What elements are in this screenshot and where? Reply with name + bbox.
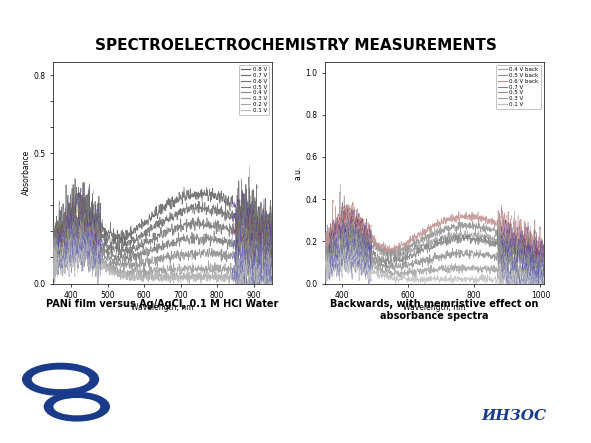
Ellipse shape <box>54 399 99 415</box>
Y-axis label: Absorbance: Absorbance <box>22 150 31 195</box>
Y-axis label: a.u.: a.u. <box>294 166 303 180</box>
Legend: 0.8 V, 0.7 V, 0.6 V, 0.5 V, 0.4 V, 0.3 V, 0.2 V, 0.1 V: 0.8 V, 0.7 V, 0.6 V, 0.5 V, 0.4 V, 0.3 V… <box>239 65 269 115</box>
Text: PANi film versus Ag/AgCl, 0.1 M HCl Water: PANi film versus Ag/AgCl, 0.1 M HCl Wate… <box>46 299 279 309</box>
Text: ИНЗОС: ИНЗОС <box>482 409 547 424</box>
Text: РАН: РАН <box>67 402 86 411</box>
Legend: 0.4 V back, 0.5 V back, 0.6 V back, 0.7 V, 0.5 V, 0.3 V, 0.1 V: 0.4 V back, 0.5 V back, 0.6 V back, 0.7 … <box>496 65 541 109</box>
Ellipse shape <box>33 370 89 389</box>
Text: ИПХФ: ИПХФ <box>46 375 75 384</box>
X-axis label: Wavelength, nm: Wavelength, nm <box>403 303 466 312</box>
Text: SPECTROELECTROCHEMISTRY MEASUREMENTS: SPECTROELECTROCHEMISTRY MEASUREMENTS <box>95 38 496 53</box>
Ellipse shape <box>44 392 109 421</box>
Text: Backwards, with memristive effect on
absorbance spectra: Backwards, with memristive effect on abs… <box>330 299 538 321</box>
Ellipse shape <box>22 363 99 395</box>
X-axis label: Wavelength, nm: Wavelength, nm <box>131 303 194 312</box>
